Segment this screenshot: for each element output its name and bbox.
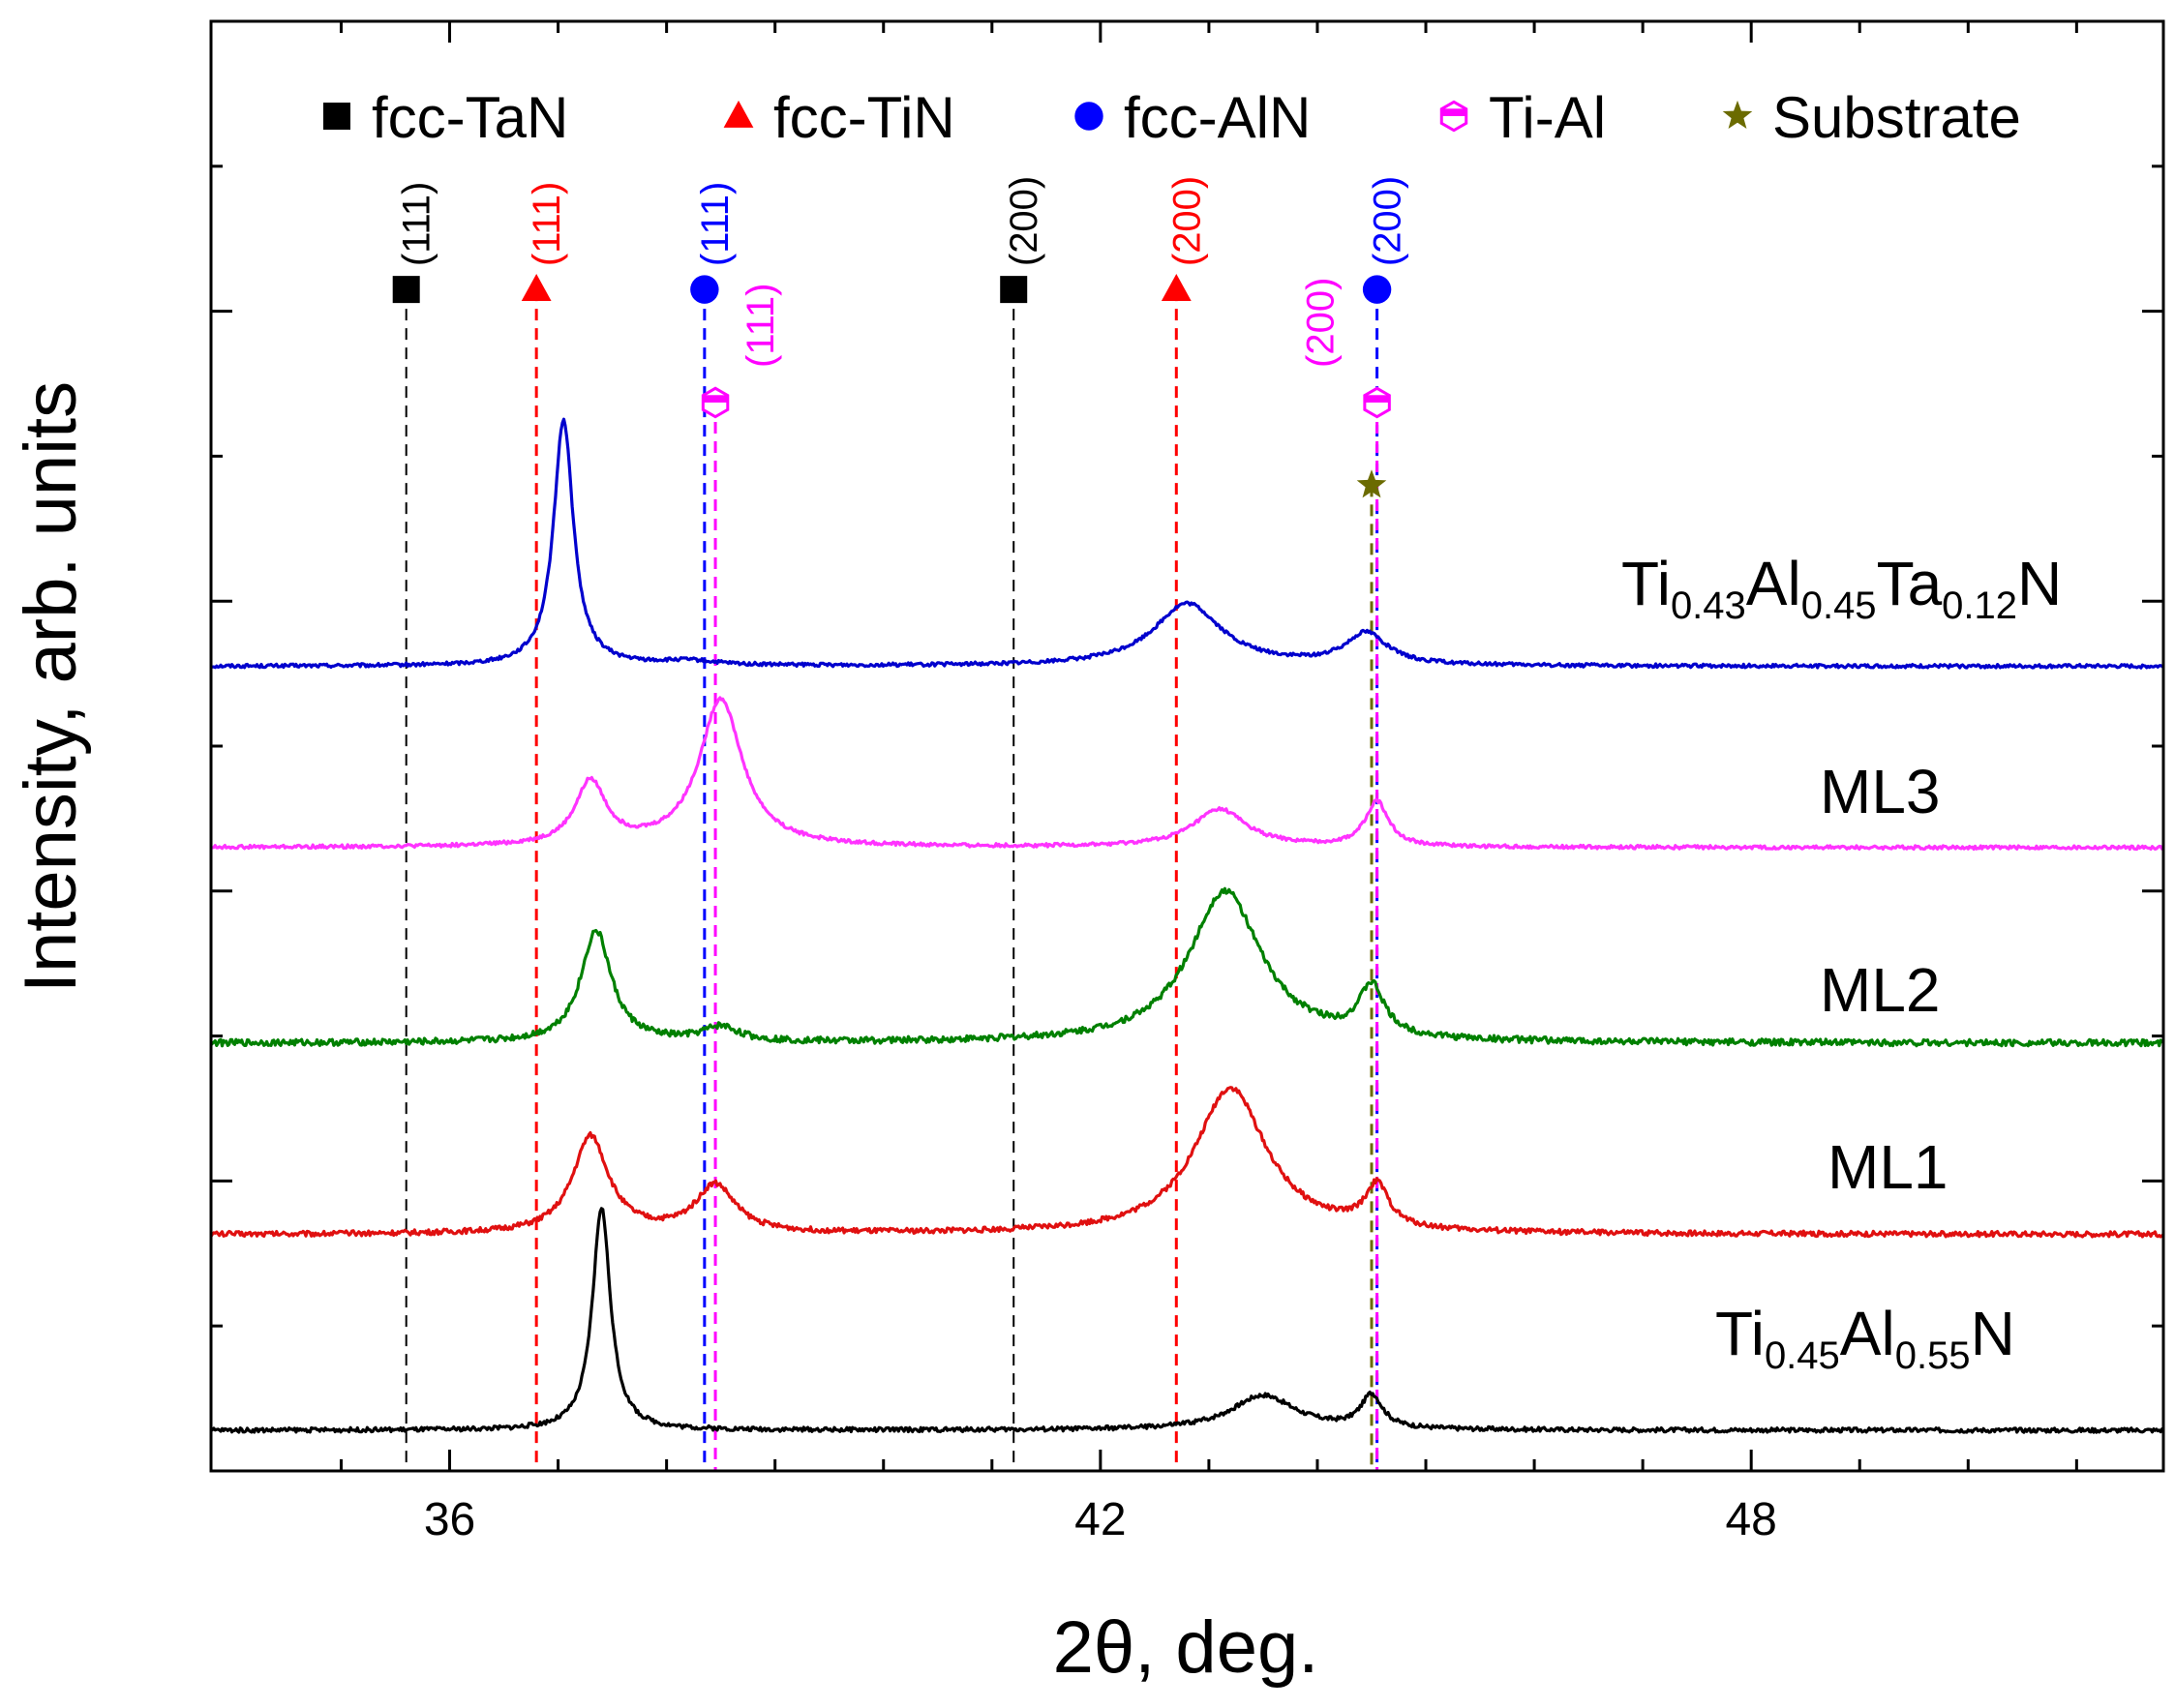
x-tick-label-36: 36	[424, 1494, 475, 1545]
series-label-ti0-45al0-55n: Ti0.45Al0.55N	[1715, 1299, 2015, 1377]
hkl-label-fcc-tin-200: (200)	[1165, 176, 1208, 266]
legend-star-icon	[1722, 100, 1753, 130]
series-line-ml2	[209, 886, 2164, 1048]
legend-item-fcc-tin: fcc-TiN	[723, 85, 955, 150]
series-labels: Ti0.43Al0.45Ta0.12N ML3 ML2 ML1 Ti0.45Al0.55…	[1621, 549, 2062, 1377]
reference-markers-layer: (111) (111) (111)(111)(200) (200) (200)(200)	[392, 176, 1409, 498]
legend-hexagon-icon	[1439, 100, 1468, 133]
hkl-label-fcc-aln-111: (111)	[694, 182, 737, 266]
legend-item-ti-al: Ti-Al	[1439, 85, 1606, 150]
series-line-ml3	[210, 696, 2165, 852]
reference-marker-ti-al-111	[701, 386, 730, 419]
series-label-ml1: ML1	[1828, 1132, 1948, 1202]
series-label-ml2: ML2	[1820, 955, 1941, 1025]
legend: fcc-TaN fcc-TiN fcc-AlN Ti-Al Substrate	[323, 85, 2021, 150]
x-axis-label: 2θ, deg.	[1053, 1606, 1319, 1689]
series-label-ml3: ML3	[1820, 757, 1941, 826]
reference-marker-substrate-peak	[1356, 469, 1387, 498]
axes-layer: 36 42 48	[209, 19, 2165, 1545]
reference-marker-fcc-tin-111	[521, 274, 552, 302]
reference-marker-fcc-aln-111	[690, 275, 719, 304]
legend-item-substrate: Substrate	[1722, 85, 2021, 150]
series-line-ti0-45al0-55n	[209, 1207, 2165, 1434]
reference-marker-fcc-aln-200	[1362, 275, 1392, 304]
hkl-label-ti-al-200: (200)	[1300, 278, 1343, 368]
hkl-label-ti-al-111: (111)	[740, 284, 782, 368]
series-line-ml1	[209, 1086, 2165, 1239]
reference-marker-fcc-tin-200	[1161, 274, 1192, 302]
series-line-ti0-43al0-45ta0-12n	[210, 417, 2165, 670]
hkl-label-fcc-aln-200: (200)	[1367, 176, 1409, 266]
legend-triangle-icon	[723, 100, 754, 128]
legend-label-fcc-tin: fcc-TiN	[773, 85, 955, 150]
reference-marker-ti-al-200	[1363, 386, 1391, 419]
legend-item-fcc-tan: fcc-TaN	[323, 85, 568, 150]
legend-label-fcc-tan: fcc-TaN	[372, 85, 568, 150]
legend-square-icon	[323, 103, 350, 130]
hkl-label-fcc-tan-111: (111)	[396, 182, 438, 266]
reference-marker-fcc-tan-111	[392, 276, 420, 304]
hkl-label-fcc-tan-200: (200)	[1003, 176, 1045, 266]
legend-circle-icon	[1074, 102, 1103, 131]
legend-label-fcc-aln: fcc-AlN	[1124, 85, 1311, 150]
legend-label-ti-al: Ti-Al	[1489, 85, 1606, 150]
series-label-ti0-43al0-45ta0-12n: Ti0.43Al0.45Ta0.12N	[1621, 549, 2062, 627]
x-tick-label-48: 48	[1725, 1494, 1776, 1545]
reference-lines-layer	[405, 289, 1379, 1471]
series-layer	[209, 417, 2165, 1434]
legend-label-substrate: Substrate	[1772, 85, 2021, 150]
y-axis-label: Intensity, arb. units	[10, 381, 92, 993]
x-tick-label-42: 42	[1074, 1494, 1126, 1545]
reference-marker-fcc-tan-200	[1000, 276, 1028, 304]
legend-item-fcc-aln: fcc-AlN	[1074, 85, 1311, 150]
hkl-label-fcc-tin-111: (111)	[526, 182, 568, 266]
